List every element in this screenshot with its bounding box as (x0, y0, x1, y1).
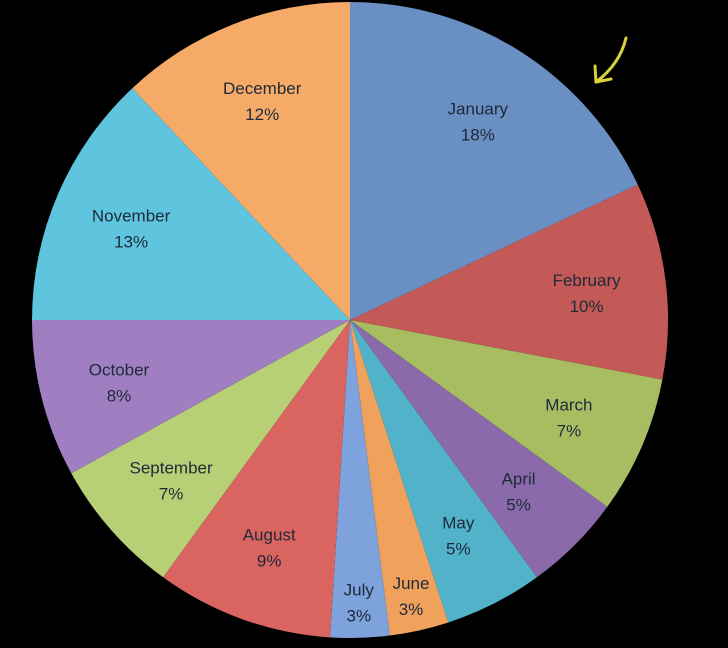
pie-slice-january (350, 1, 638, 320)
pie-slice-may (350, 320, 537, 623)
slice-value-label: 5% (506, 496, 531, 515)
slice-value-label: 12% (245, 105, 279, 124)
pie-slice-december (132, 2, 350, 320)
slice-value-label: 18% (461, 126, 495, 145)
pie-slice-september (71, 320, 350, 578)
pie-slices (32, 1, 669, 638)
slice-category-label: July (344, 581, 375, 600)
slice-value-label: 10% (570, 297, 604, 316)
pie-slice-august (163, 320, 350, 638)
pie-slice-november (32, 88, 350, 320)
pie-labels: January 18% February 10% March 7% April 5% May 5%… (89, 79, 621, 626)
slice-category-label: August (243, 525, 296, 544)
pie-slice-march (350, 320, 663, 507)
slice-value-label: 5% (446, 540, 471, 559)
slice-value-label: 3% (399, 600, 424, 619)
slice-category-label: March (545, 396, 592, 415)
pie-slice-june (350, 320, 449, 636)
slice-category-label: January (448, 100, 509, 119)
pie-slice-october (32, 320, 350, 474)
pie-slice-april (350, 320, 608, 578)
pie-slice-july (330, 320, 390, 638)
slice-category-label: September (130, 459, 213, 478)
slice-value-label: 7% (159, 485, 184, 504)
slice-value-label: 9% (257, 551, 282, 570)
slice-value-label: 7% (557, 422, 582, 441)
pie-slice-february (350, 184, 669, 380)
slice-value-label: 3% (347, 607, 372, 626)
slice-category-label: June (393, 574, 430, 593)
slice-category-label: November (92, 206, 171, 225)
slice-value-label: 8% (107, 386, 132, 405)
slice-category-label: April (502, 470, 536, 489)
slice-category-label: December (223, 79, 302, 98)
slice-category-label: October (89, 360, 150, 379)
slice-category-label: February (553, 271, 622, 290)
slice-value-label: 13% (114, 232, 148, 251)
slice-category-label: May (442, 514, 475, 533)
annotation-arrow (593, 36, 628, 84)
